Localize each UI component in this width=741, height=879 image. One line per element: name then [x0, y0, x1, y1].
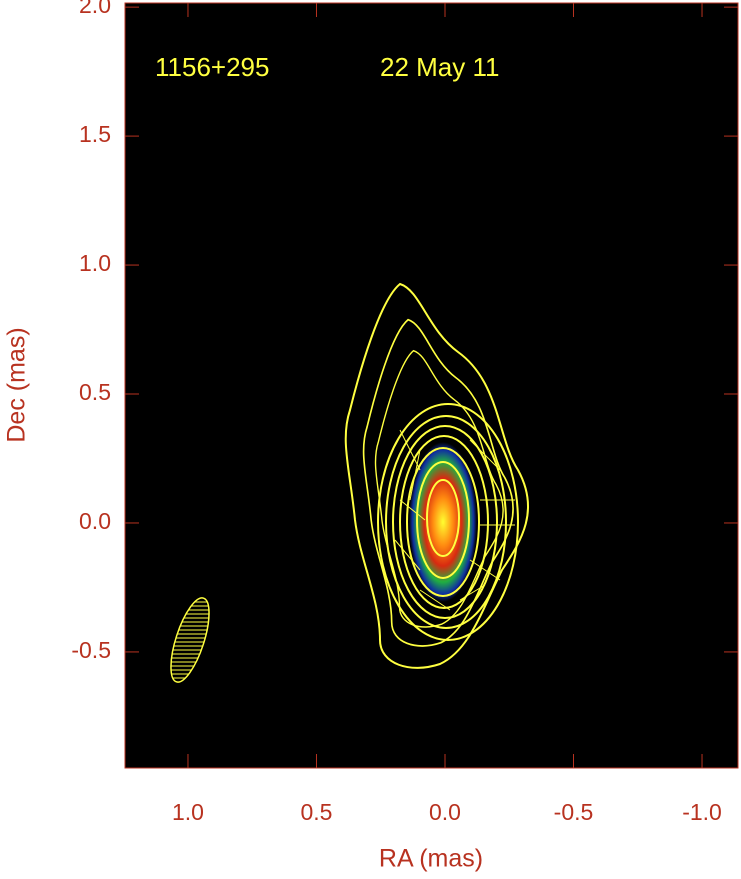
y-tick-label: 0.5: [79, 379, 111, 405]
y-tick-label: 2.0: [79, 0, 111, 18]
x-tick-label: -1.0: [682, 799, 722, 825]
y-tick-label: 1.5: [79, 121, 111, 147]
source-map: [344, 282, 529, 669]
y-tick-label: -0.5: [71, 637, 111, 663]
source-name: 1156+295: [155, 52, 269, 82]
x-tick-label: -0.5: [554, 799, 594, 825]
y-tick-label: 0.0: [79, 508, 111, 534]
x-axis-label: RA (mas): [379, 845, 483, 873]
x-tick-label: 0.5: [300, 799, 332, 825]
plot-area: [124, 2, 739, 769]
x-tick-label: 0.0: [429, 799, 461, 825]
y-axis-label: Dec (mas): [3, 327, 31, 442]
obs-date: 22 May 11: [380, 52, 499, 82]
y-tick-label: 1.0: [79, 250, 111, 276]
x-tick-label: 1.0: [172, 799, 204, 825]
